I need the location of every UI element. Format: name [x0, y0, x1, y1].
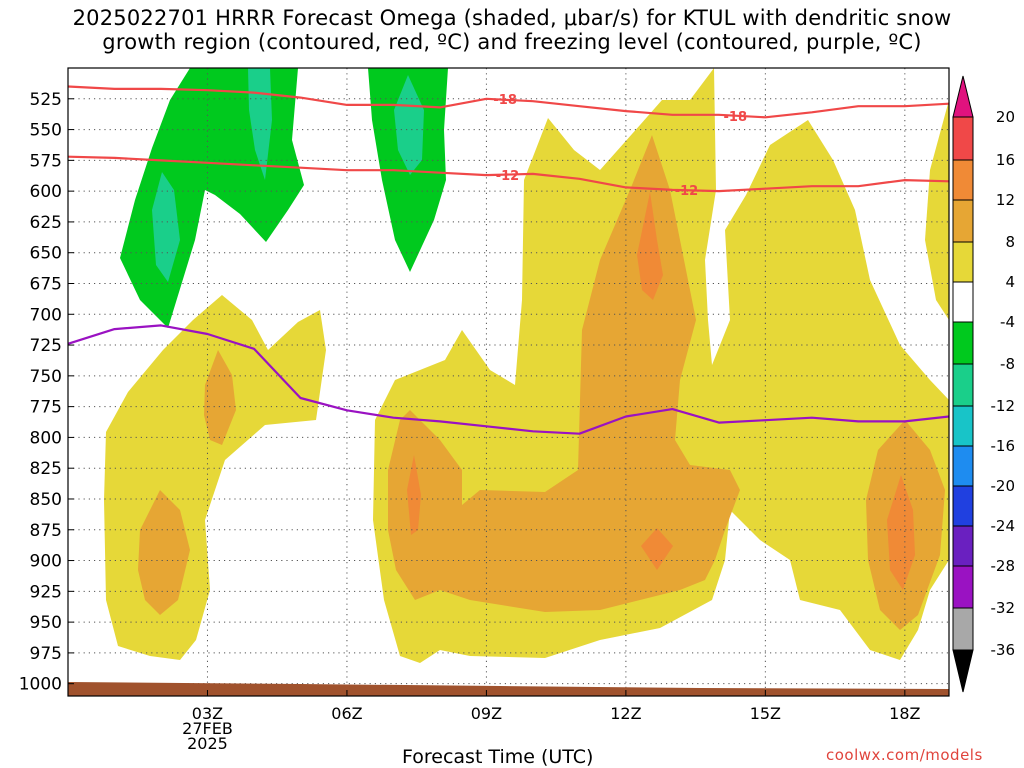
colorbar-swatch — [952, 281, 974, 323]
y-tick-label: 650 — [30, 244, 62, 264]
colorbar-tick-label: -4 — [1000, 313, 1015, 331]
omega-minus-teal-1 — [248, 68, 272, 180]
omega-4-8-left — [104, 295, 326, 660]
omega-12-16-c — [641, 528, 673, 570]
contour-label: -18 — [493, 93, 517, 108]
colorbar-tick-label: 16 — [996, 151, 1015, 169]
y-tick-label: 600 — [30, 182, 62, 202]
y-tick-label: 575 — [30, 151, 62, 171]
x-tick-label: 06Z — [331, 704, 362, 723]
colorbar-swatch — [952, 363, 974, 407]
y-tick-label: 625 — [30, 213, 62, 233]
colorbar-tick-label: -20 — [991, 477, 1016, 495]
y-tick-label: 1000 — [19, 675, 62, 695]
colorbar-swatch — [952, 116, 974, 161]
omega-12-16-a — [637, 192, 663, 300]
y-tick-label: 525 — [30, 90, 62, 110]
x-tick-label: 09Z — [471, 704, 502, 723]
contour-label: -18 — [724, 110, 748, 125]
colorbar-swatch — [952, 241, 974, 283]
x-tick-label: 18Z — [889, 704, 920, 723]
omega-minus-green-left — [120, 68, 304, 328]
colorbar-swatch — [952, 485, 974, 527]
x-tick-label: 15Z — [750, 704, 781, 723]
y-tick-label: 775 — [30, 398, 62, 418]
colorbar-top-arrow — [952, 75, 974, 118]
colorbar-tick-label: 12 — [996, 191, 1015, 209]
contour-line-1 — [68, 155, 949, 193]
colorbar-tick-label: -12 — [991, 397, 1016, 415]
y-tick-label: 975 — [30, 644, 62, 664]
x-tick-label: 27FEB — [182, 719, 233, 738]
terrain-surface — [68, 682, 949, 696]
omega-12-16-b — [407, 455, 421, 535]
x-tick-label: 2025 — [187, 734, 228, 753]
x-tick-label: 03Z — [192, 704, 223, 723]
omega-shading — [104, 68, 949, 663]
site-credit: coolwx.com/models — [826, 746, 983, 764]
colorbar-bottom-arrow — [952, 649, 974, 693]
contour-line-0 — [68, 85, 949, 119]
colorbar-swatch — [952, 159, 974, 201]
contour-labels: -18 -18 -12 -12 — [493, 93, 748, 199]
y-tick-label: 800 — [30, 428, 62, 448]
plot-frame — [67, 67, 950, 697]
colorbar-tick-label: -16 — [991, 437, 1016, 455]
colorbar-tick-label: -8 — [1000, 355, 1015, 373]
omega-minus-teal-3 — [394, 75, 424, 175]
x-tick-label: 12Z — [610, 704, 641, 723]
omega-12-16-d — [887, 475, 915, 590]
colorbar-tick-label: -24 — [991, 517, 1016, 535]
colorbar-tick-label: 20 — [996, 108, 1015, 126]
chart-title: 2025022701 HRRR Forecast Omega (shaded, … — [72, 6, 952, 54]
contour-label: -12 — [675, 184, 699, 199]
y-tick-label: 875 — [30, 521, 62, 541]
colorbar-swatch — [952, 321, 974, 365]
omega-colorbar: 20 16 12 8 4 -4 -8 -12 -16 -20 -24 -28 -32 -36 — [952, 75, 1016, 693]
colorbar-tick-label: 4 — [1005, 273, 1015, 291]
y-tick-label: 550 — [30, 121, 62, 141]
omega-8-12-left — [138, 490, 190, 615]
y-tick-label: 750 — [30, 367, 62, 387]
colorbar-swatch — [952, 607, 974, 651]
x-axis-label: Forecast Time (UTC) — [402, 746, 594, 768]
y-tick-label: 825 — [30, 459, 62, 479]
omega-minus-teal-2 — [152, 172, 180, 282]
y-tick-label: 900 — [30, 552, 62, 572]
terrain-fill — [68, 682, 949, 696]
colorbar-tick-label: -32 — [991, 599, 1016, 617]
y-tick-label: 725 — [30, 336, 62, 356]
y-tick-label: 700 — [30, 305, 62, 325]
y-tick-label: 950 — [30, 613, 62, 633]
colorbar-tick-label: -36 — [991, 641, 1016, 659]
colorbar-swatch — [952, 199, 974, 243]
colorbar-swatch — [952, 405, 974, 447]
y-tick-label: 925 — [30, 582, 62, 602]
omega-4-8-right-edge — [925, 100, 949, 320]
pressure-axis: 525 550 575 600 625 650 675 700 725 750 775 800 825 8… — [19, 90, 74, 695]
grid-lines — [68, 68, 949, 696]
contour-label: -12 — [496, 169, 520, 184]
colorbar-tick-label: -28 — [991, 557, 1016, 575]
y-tick-label: 850 — [30, 490, 62, 510]
colorbar-swatch — [952, 565, 974, 609]
colorbar-tick-label: 8 — [1005, 233, 1015, 251]
colorbar-swatch — [952, 445, 974, 487]
omega-8-12-small — [204, 350, 236, 445]
contour-line-2 — [68, 324, 949, 435]
temperature-contours — [68, 85, 949, 435]
colorbar-swatch — [952, 525, 974, 567]
y-tick-label: 675 — [30, 274, 62, 294]
